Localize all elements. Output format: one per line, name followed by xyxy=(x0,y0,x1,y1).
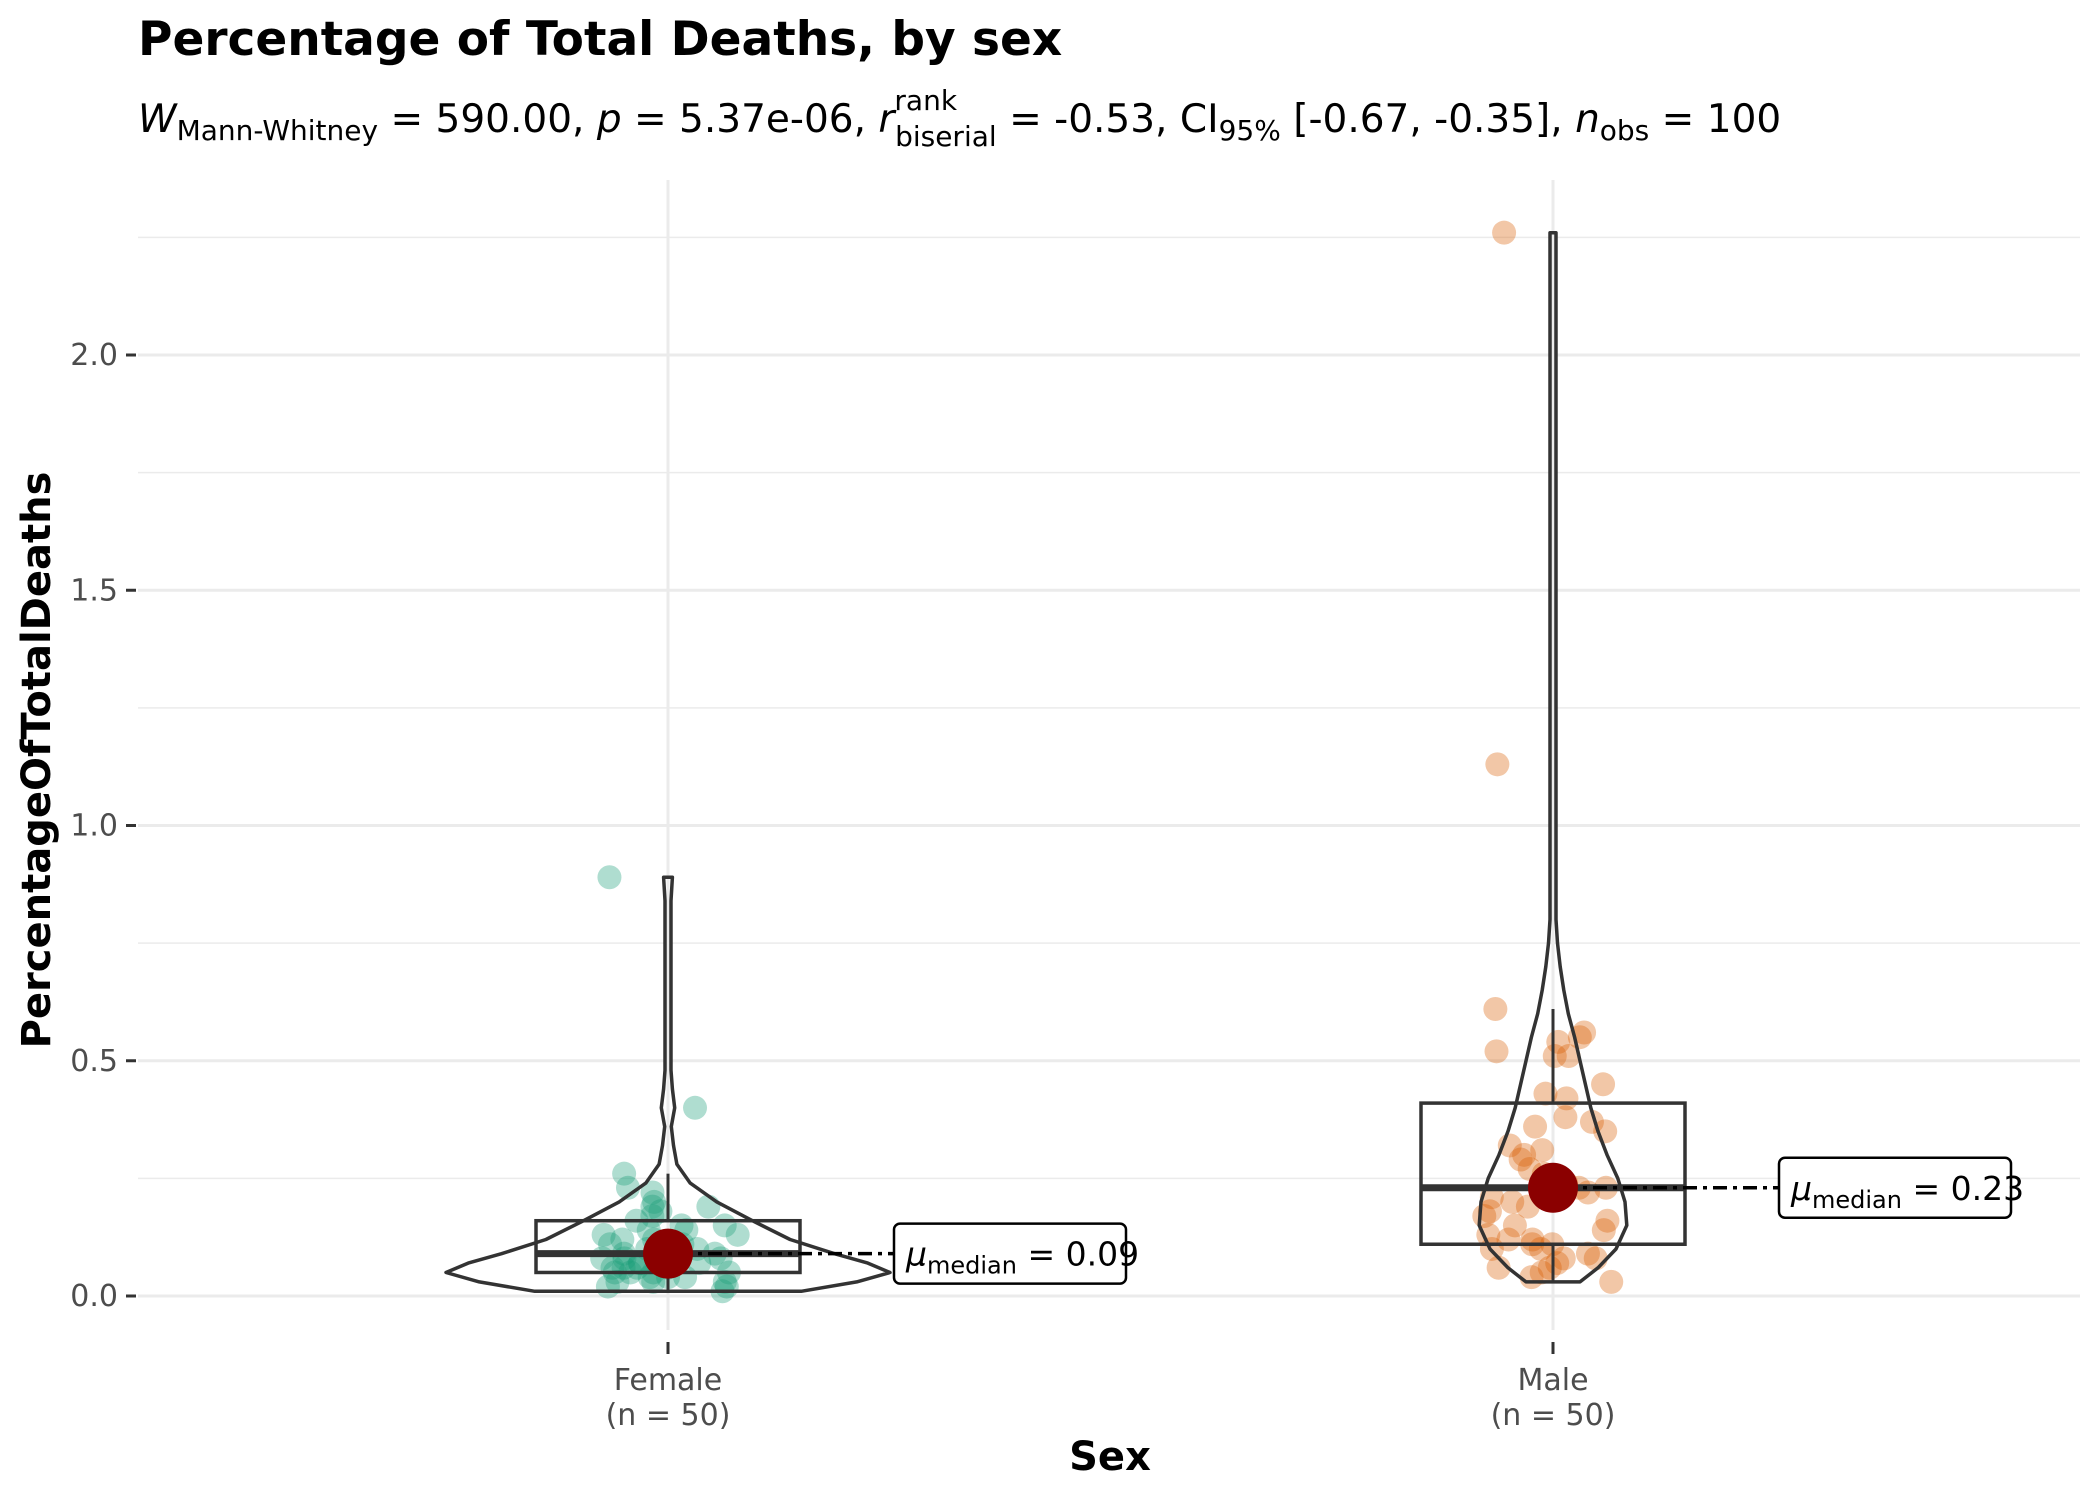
y-tick-label: 1.0 xyxy=(70,809,118,844)
data-point xyxy=(1477,1199,1502,1224)
data-point xyxy=(615,1175,640,1200)
y-tick-label: 2.0 xyxy=(70,338,118,373)
x-tick-label: Male xyxy=(1517,1363,1588,1398)
data-point xyxy=(712,1269,737,1294)
grid-layer xyxy=(138,180,2080,1330)
subtitle-r-sup: rank xyxy=(894,84,957,117)
median-label-symbol: μ xyxy=(905,1235,927,1274)
subtitle-n-value: = 100 xyxy=(1649,97,1781,142)
group-male: μmedian = 0.23 xyxy=(1419,220,2024,1294)
violin-outline xyxy=(1477,230,1629,1284)
median-label-text: μmedian = 0.23 xyxy=(1790,1169,2024,1214)
box xyxy=(1419,1101,1687,1246)
y-tick-label: 1.5 xyxy=(70,573,118,608)
subtitle-n-symbol: n xyxy=(1575,97,1600,142)
data-point xyxy=(1483,996,1508,1021)
subtitle-r-value: = -0.53, CI xyxy=(997,97,1219,142)
x-tick-count-label: (n = 50) xyxy=(606,1398,731,1433)
subtitle-w-value: = 590.00, xyxy=(378,97,597,142)
subtitle-p-symbol: p xyxy=(596,97,622,142)
data-point xyxy=(1508,1147,1533,1172)
data-point xyxy=(1530,1138,1555,1163)
subtitle-p-value: = 5.37e-06, xyxy=(622,97,879,142)
data-point xyxy=(1533,1081,1558,1106)
data-point xyxy=(1572,1020,1597,1045)
data-point xyxy=(1484,1039,1509,1064)
data-point xyxy=(1575,1241,1600,1266)
data-point xyxy=(640,1180,665,1205)
data-point xyxy=(1529,1260,1554,1285)
data-point xyxy=(1512,1142,1537,1167)
data-point xyxy=(640,1194,665,1219)
data-point xyxy=(610,1227,635,1252)
subtitle-w-symbol: W xyxy=(138,97,178,142)
x-axis: Female(n = 50)Male(n = 50) xyxy=(606,1342,1616,1433)
median-label: μmedian = 0.09 xyxy=(892,1222,1139,1285)
data-point xyxy=(683,1095,708,1120)
median-label-text: μmedian = 0.09 xyxy=(905,1235,1139,1280)
data-point xyxy=(712,1213,737,1238)
data-point xyxy=(1599,1269,1624,1294)
data-point xyxy=(1553,1105,1578,1130)
data-point xyxy=(1554,1086,1579,1111)
data-point xyxy=(696,1194,721,1219)
group-female: μmedian = 0.09 xyxy=(444,865,1139,1304)
median-label-box xyxy=(1777,1156,2013,1220)
data-point xyxy=(591,1222,616,1247)
data-point xyxy=(642,1189,667,1214)
data-point xyxy=(605,1269,630,1294)
data-point xyxy=(1546,1029,1571,1054)
median-marker xyxy=(643,1228,693,1279)
subtitle-n-sub: obs xyxy=(1600,114,1650,147)
data-point xyxy=(1591,1218,1616,1243)
subtitle-w-sub: Mann-Whitney xyxy=(177,114,379,147)
subtitle-r-symbol: r xyxy=(878,97,897,142)
chart-subtitle: WMann-Whitney = 590.00, p = 5.37e-06, rr… xyxy=(138,84,1781,153)
data-point xyxy=(1551,1246,1576,1271)
y-axis: 0.0 0.5 1.0 1.5 2.0 xyxy=(70,338,136,1314)
x-tick-count-label: (n = 50) xyxy=(1491,1398,1616,1433)
data-point xyxy=(1492,220,1517,245)
y-axis-title: PercentageOfTotalDeaths xyxy=(14,472,60,1049)
median-label-symbol: μ xyxy=(1790,1169,1812,1208)
chart-title: Percentage of Total Deaths, by sex xyxy=(138,12,1062,67)
data-point xyxy=(1485,752,1510,777)
data-point xyxy=(1537,1255,1562,1280)
subtitle-ci-sub: 95% xyxy=(1219,114,1281,147)
y-tick-label: 0.0 xyxy=(70,1279,118,1314)
median-label-value: = 0.23 xyxy=(1902,1169,2024,1208)
y-tick-label: 0.5 xyxy=(70,1044,118,1079)
data-point xyxy=(1542,1044,1567,1069)
median-marker xyxy=(1528,1162,1578,1213)
data-point xyxy=(612,1161,637,1186)
median-label: μmedian = 0.23 xyxy=(1777,1156,2024,1220)
median-label-sub: median xyxy=(927,1252,1017,1280)
x-tick-label: Female xyxy=(614,1363,722,1398)
data-point xyxy=(597,865,622,890)
x-axis-title: Sex xyxy=(1069,1434,1151,1480)
data-point xyxy=(648,1199,673,1224)
data-point xyxy=(725,1222,750,1247)
data-point xyxy=(1556,1044,1581,1069)
median-label-box xyxy=(892,1222,1128,1285)
data-point xyxy=(1595,1208,1620,1233)
data-point xyxy=(1545,1251,1570,1276)
violin-outline xyxy=(444,875,892,1294)
subtitle-r-sub: biserial xyxy=(895,120,997,153)
data-point xyxy=(1523,1114,1548,1139)
data-point xyxy=(1500,1189,1525,1214)
median-label-value: = 0.09 xyxy=(1017,1235,1139,1274)
subtitle-ci-value: [-0.67, -0.35], xyxy=(1281,97,1575,142)
median-label-sub: median xyxy=(1812,1186,1902,1214)
data-point xyxy=(1502,1213,1527,1238)
data-point xyxy=(1591,1072,1616,1097)
